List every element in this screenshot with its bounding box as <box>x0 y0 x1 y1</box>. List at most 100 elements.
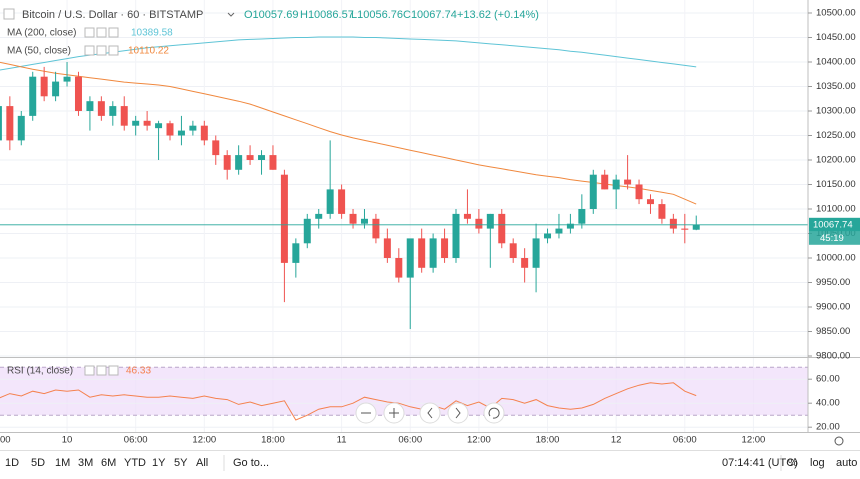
range-button[interactable]: 5Y <box>174 457 188 469</box>
candle-body <box>521 257 529 268</box>
candle-body <box>269 155 277 170</box>
candle-body <box>223 155 231 170</box>
range-button[interactable]: 1D <box>5 457 19 469</box>
open: O10057.69 <box>244 9 298 21</box>
candle-body <box>475 218 483 229</box>
price-label: 10067.74 <box>813 219 853 230</box>
candle-body <box>383 238 391 258</box>
candle-body <box>0 106 2 141</box>
y-tick-label: 10000.00 <box>816 253 856 264</box>
candle-body <box>669 218 677 229</box>
candle-body <box>578 208 586 224</box>
candle-body <box>452 213 460 258</box>
clock: 07:14:41 (UTC) <box>722 457 798 469</box>
price-label-box <box>809 217 860 232</box>
range-button[interactable]: 6M <box>101 457 116 469</box>
rsi-line <box>0 382 697 421</box>
x-tick-label: 12:00 <box>192 435 216 446</box>
change: +13.62 (+0.14%) <box>457 9 539 21</box>
y-tick-label: 20.00 <box>816 422 840 433</box>
candle-body <box>97 101 105 116</box>
icon-settings[interactable] <box>96 27 107 38</box>
candle-body <box>143 120 151 126</box>
candle-body <box>612 179 620 190</box>
nav-controls[interactable] <box>355 402 505 424</box>
scroll-left[interactable] <box>419 402 441 424</box>
candle-body <box>463 213 471 219</box>
candle-body <box>692 224 700 230</box>
candle-body <box>509 243 517 258</box>
goto[interactable]: Go to... <box>233 457 269 469</box>
x-tick-label: 18:00 <box>261 435 285 446</box>
candle-body <box>132 120 140 126</box>
legend-ma50: MA (50, close) <box>7 46 71 57</box>
percent-toggle[interactable]: % <box>788 457 798 469</box>
candle-body <box>315 213 323 219</box>
scroll-right[interactable] <box>447 402 469 424</box>
reset[interactable] <box>483 402 505 424</box>
x-tick-label: 11 <box>337 435 347 446</box>
range-button[interactable]: 3M <box>78 457 93 469</box>
candle-body <box>52 81 60 97</box>
y-tick-label: 60.00 <box>816 374 840 385</box>
candle-body <box>395 257 403 278</box>
icon-eye[interactable] <box>84 365 95 376</box>
x-tick-label: 12 <box>611 435 622 446</box>
y-tick-label: 9850.00 <box>816 326 850 337</box>
icon-eye[interactable] <box>84 27 95 38</box>
candle-body <box>74 76 82 111</box>
legend-ma200: MA (200, close) <box>7 28 76 39</box>
candle-body <box>349 213 357 224</box>
range-button[interactable]: 1M <box>55 457 70 469</box>
candle-body <box>418 238 426 268</box>
candle-body <box>40 76 48 97</box>
y-tick-label: 10250.00 <box>816 130 856 141</box>
candle-body <box>212 140 220 156</box>
candle-body <box>235 155 243 170</box>
settings-icon[interactable] <box>834 436 844 446</box>
range-button[interactable]: YTD <box>124 457 146 469</box>
candle-body <box>292 243 300 263</box>
y-tick-label: 9900.00 <box>816 302 850 313</box>
candle-body <box>258 155 266 160</box>
x-tick-label: 06:00 <box>124 435 148 446</box>
log-toggle[interactable]: log <box>810 457 825 469</box>
x-tick-label: 12:00 <box>742 435 766 446</box>
high: H10086.57 <box>300 9 354 21</box>
candle-body <box>86 101 94 111</box>
y-tick-label: 10500.00 <box>816 8 856 19</box>
candle-body <box>6 106 14 141</box>
icon-settings[interactable] <box>96 45 107 56</box>
candle-body <box>498 213 506 244</box>
y-tick-label: 10200.00 <box>816 155 856 166</box>
icon-remove[interactable] <box>108 27 119 38</box>
icon-remove[interactable] <box>108 45 119 56</box>
candle-body <box>29 76 37 116</box>
low: L10056.76 <box>351 9 403 21</box>
auto-toggle[interactable]: auto <box>836 457 857 469</box>
scroll-right-icon <box>455 407 461 419</box>
candle-body <box>155 123 163 129</box>
range-button[interactable]: All <box>196 457 208 469</box>
legend-ma200-value: 10389.58 <box>131 28 173 39</box>
symbol[interactable]: Bitcoin / U.S. Dollar · 60 · BITSTAMP <box>22 9 203 21</box>
marks <box>0 36 808 421</box>
rsi-band <box>0 367 808 416</box>
range-button[interactable]: 5D <box>31 457 45 469</box>
countdown-box <box>809 231 860 245</box>
candle-body <box>624 179 632 185</box>
legend-ma50-value: 10110.22 <box>128 46 169 57</box>
symbol-dropdown[interactable] <box>227 12 235 17</box>
candle-body <box>326 189 334 214</box>
icon-remove[interactable] <box>108 365 119 376</box>
y-tick-label: 9800.00 <box>816 351 850 362</box>
icon-settings[interactable] <box>96 365 107 376</box>
icon-eye[interactable] <box>84 45 95 56</box>
candle-body <box>544 233 552 239</box>
candle-body <box>635 184 643 200</box>
range-button[interactable]: 1Y <box>152 457 166 469</box>
menu-icon[interactable] <box>3 8 15 20</box>
legend-icons[interactable] <box>84 27 119 376</box>
candle-body <box>303 218 311 244</box>
